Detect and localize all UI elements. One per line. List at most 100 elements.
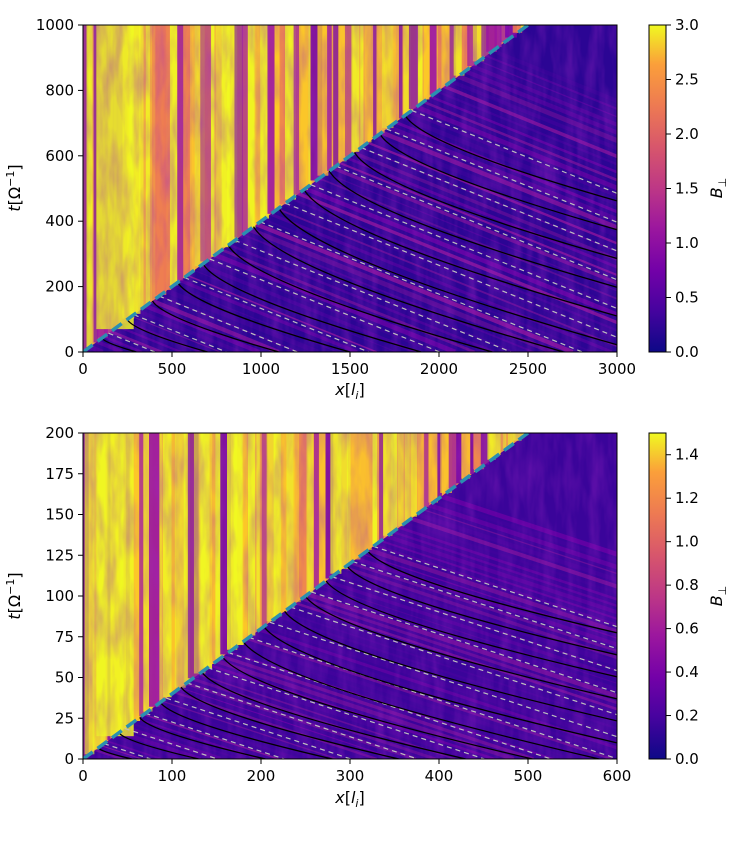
characteristic-solid bbox=[404, 114, 617, 202]
colorbar-tick-label: 0.6 bbox=[675, 620, 699, 638]
colorbar-tick-label: 0.4 bbox=[675, 663, 699, 681]
characteristic-solid bbox=[278, 207, 617, 346]
top-shock-line bbox=[83, 25, 530, 352]
characteristic-dashed bbox=[158, 295, 298, 352]
y-tick-label: 125 bbox=[45, 546, 74, 564]
characteristic-solid bbox=[263, 626, 617, 744]
x-tick-label: 500 bbox=[514, 767, 543, 785]
characteristic-solid bbox=[159, 701, 333, 759]
colorbar-tick-label: 0.2 bbox=[675, 707, 699, 725]
colorbar-tick-label: 2.5 bbox=[675, 71, 699, 89]
characteristic-dashed bbox=[259, 221, 583, 352]
top-panel: 0 500 1000 1500 2000 2500 3000 0 200 400 600 800 10… bbox=[4, 16, 729, 402]
characteristic-dashed bbox=[285, 202, 617, 338]
top-turbulence-dark bbox=[83, 25, 617, 352]
colorbar-tick-label: 1.4 bbox=[675, 446, 699, 464]
top-colorbar bbox=[649, 25, 666, 352]
y-tick-label: 100 bbox=[45, 587, 74, 605]
y-tick-label: 175 bbox=[45, 465, 74, 483]
x-tick-label: 0 bbox=[78, 360, 88, 378]
characteristic-dashed bbox=[133, 314, 227, 352]
characteristic-dashed bbox=[411, 109, 617, 194]
x-tick-label: 400 bbox=[425, 767, 454, 785]
x-tick-label: 1000 bbox=[242, 360, 280, 378]
characteristic-dashed bbox=[290, 606, 617, 716]
characteristic-solid bbox=[227, 244, 493, 352]
characteristic-dashed bbox=[145, 712, 285, 759]
characteristic-dashed bbox=[335, 165, 617, 281]
characteristic-solid bbox=[284, 610, 617, 722]
y-tick-label: 25 bbox=[55, 709, 74, 727]
x-tick-label: 500 bbox=[158, 360, 187, 378]
y-tick-label: 75 bbox=[55, 628, 74, 646]
characteristic-solid bbox=[325, 580, 617, 678]
bottom-colorbar-ticks: 0.0 0.2 0.4 0.6 0.8 1.0 1.2 1.4 bbox=[666, 446, 699, 768]
bottom-colorbar-label: B⊥ bbox=[707, 586, 729, 607]
y-tick-label: 150 bbox=[45, 506, 74, 524]
characteristic-dashed bbox=[386, 128, 617, 223]
characteristic-solid bbox=[202, 263, 422, 352]
y-tick-label: 200 bbox=[45, 424, 74, 442]
characteristic-dashed bbox=[248, 636, 617, 759]
characteristic-solid bbox=[118, 732, 199, 759]
bottom-shock-line bbox=[83, 433, 530, 759]
x-tick-label: 100 bbox=[158, 767, 187, 785]
characteristic-solid bbox=[180, 686, 400, 759]
characteristic-dashed bbox=[124, 727, 218, 759]
characteristic-solid bbox=[303, 189, 617, 317]
characteristic-solid bbox=[221, 656, 533, 759]
characteristic-solid bbox=[151, 300, 279, 352]
y-tick-label: 600 bbox=[45, 147, 74, 165]
colorbar-tick-label: 1.0 bbox=[675, 533, 699, 551]
characteristic-solid bbox=[304, 595, 617, 700]
characteristic-dashed bbox=[186, 682, 418, 759]
x-tick-label: 2000 bbox=[420, 360, 458, 378]
y-tick-label: 400 bbox=[45, 212, 74, 230]
x-tick-label: 0 bbox=[78, 767, 88, 785]
x-tick-label: 2500 bbox=[509, 360, 547, 378]
colorbar-tick-label: 2.0 bbox=[675, 125, 699, 143]
characteristic-dashed bbox=[234, 239, 512, 352]
top-colorbar-label: B⊥ bbox=[707, 178, 729, 199]
characteristic-dashed bbox=[207, 667, 485, 759]
characteristic-solid bbox=[201, 671, 466, 759]
bottom-x-ticks: 0 100 200 300 400 500 600 bbox=[78, 759, 631, 785]
y-tick-label: 50 bbox=[55, 669, 74, 687]
x-tick-label: 600 bbox=[603, 767, 632, 785]
x-tick-label: 200 bbox=[247, 767, 276, 785]
characteristic-solid bbox=[139, 717, 266, 759]
characteristic-solid bbox=[379, 133, 617, 231]
bottom-y-ticks: 0 25 50 75 100 125 150 175 200 bbox=[45, 424, 83, 768]
colorbar-tick-label: 0.5 bbox=[675, 289, 699, 307]
colorbar-tick-label: 1.5 bbox=[675, 180, 699, 198]
characteristic-dashed bbox=[269, 621, 617, 738]
characteristic-solid bbox=[366, 550, 617, 634]
top-y-axis-label: t[Ω−1] bbox=[4, 164, 24, 211]
characteristic-solid bbox=[177, 282, 351, 352]
characteristic-dashed bbox=[103, 743, 151, 759]
top-y-ticks: 0 200 400 600 800 1000 bbox=[36, 16, 83, 361]
characteristic-dashed bbox=[228, 651, 552, 759]
bottom-characteristics bbox=[97, 545, 617, 759]
colorbar-tick-label: 3.0 bbox=[675, 16, 699, 34]
colorbar-tick-label: 0.8 bbox=[675, 576, 699, 594]
characteristic-dashed bbox=[361, 146, 617, 252]
top-x-axis-label: x[li] bbox=[334, 380, 364, 402]
characteristic-solid bbox=[328, 170, 617, 288]
top-colorbar-ticks: 0.0 0.5 1.0 1.5 2.0 2.5 3.0 bbox=[666, 16, 699, 361]
characteristic-solid bbox=[242, 641, 600, 759]
bottom-panel: 0 100 200 300 400 500 600 0 25 50 75 100 125 150 175 2… bbox=[4, 424, 729, 810]
y-tick-label: 800 bbox=[45, 81, 74, 99]
bottom-x-axis-label: x[li] bbox=[334, 788, 364, 810]
colorbar-tick-label: 0.0 bbox=[675, 343, 699, 361]
characteristic-solid bbox=[354, 152, 617, 260]
bottom-y-axis-label: t[Ω−1] bbox=[4, 572, 24, 619]
characteristic-dashed bbox=[352, 560, 617, 650]
characteristic-dashed bbox=[184, 276, 369, 352]
colorbar-tick-label: 0.0 bbox=[675, 750, 699, 768]
bottom-colorbar bbox=[649, 433, 666, 759]
y-tick-label: 0 bbox=[64, 750, 74, 768]
colorbar-tick-label: 1.2 bbox=[675, 489, 699, 507]
bottom-turbulence-dark bbox=[83, 433, 617, 759]
